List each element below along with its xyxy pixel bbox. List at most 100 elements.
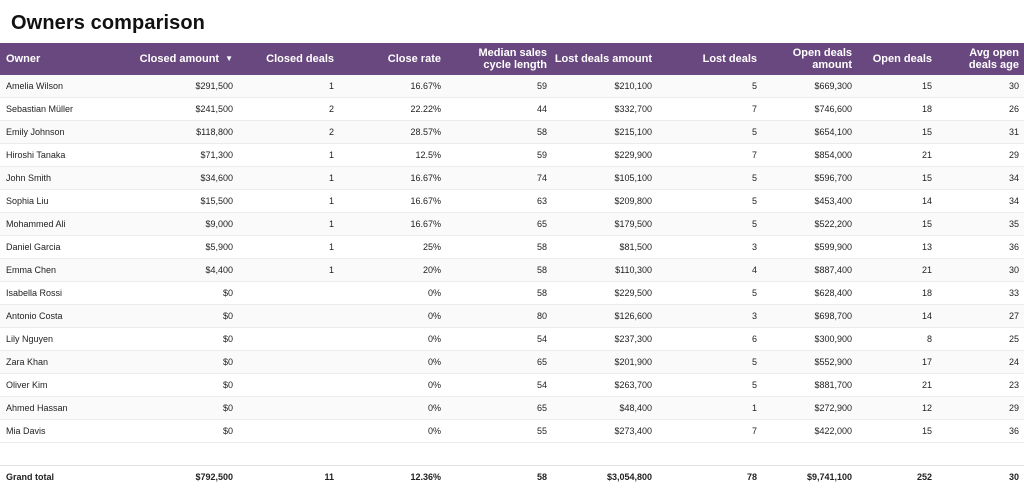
total-cell-closed-deals: 11 bbox=[324, 472, 334, 482]
column-header-label: Avg open deals age bbox=[969, 47, 1019, 71]
cell-open-deals-amount: $300,900 bbox=[814, 334, 852, 344]
cell-closed-deals: 2 bbox=[238, 121, 339, 143]
cell-open-deals-amount: $599,900 bbox=[814, 242, 852, 252]
cell-lost-deals-amount: $273,400 bbox=[614, 426, 652, 436]
column-header-open-deals-amount[interactable]: Open deals amount bbox=[762, 43, 857, 75]
owners-table: Owner Closed amount ▼ Closed deals Close rat… bbox=[0, 43, 1024, 488]
cell-open-deals-amount: $628,400 bbox=[814, 288, 852, 298]
cell-owner: Emma Chen bbox=[0, 259, 138, 281]
cell-close-rate: 0% bbox=[427, 426, 441, 436]
cell-owner: Ahmed Hassan bbox=[0, 397, 138, 419]
cell-closed-amount: $0 bbox=[138, 305, 238, 327]
table-row[interactable]: Emma Chen $4,400 1 20% 58 $110,300 4 $887,400 21… bbox=[0, 259, 1024, 282]
cell-median-sales-cycle-length: 58 bbox=[446, 121, 552, 143]
table-spacer bbox=[0, 443, 1024, 465]
cell-closed-deals bbox=[238, 282, 339, 304]
table-row[interactable]: Daniel Garcia $5,900 1 25% 58 $81,500 3 $599,90… bbox=[0, 236, 1024, 259]
cell-open-deals: 14 bbox=[921, 196, 932, 206]
cell-close-rate: 0% bbox=[339, 351, 446, 373]
cell-closed-amount: $118,800 bbox=[138, 121, 238, 143]
cell-avg-open-deals-age: 30 bbox=[937, 75, 1024, 97]
column-header-avg-open-deals-age[interactable]: Avg open deals age bbox=[937, 43, 1024, 75]
cell-lost-deals: 5 bbox=[751, 380, 757, 390]
table-row[interactable]: Oliver Kim $0 0% 54 $263,700 5 $881,700 21 23 bbox=[0, 374, 1024, 397]
total-cell-close-rate: 12.36% bbox=[410, 472, 441, 482]
table-row[interactable]: Mohammed Ali $9,000 1 16.67% 65 $179,500 5 $522… bbox=[0, 213, 1024, 236]
cell-median-sales-cycle-length: 58 bbox=[536, 288, 547, 298]
cell-open-deals-amount: $881,700 bbox=[814, 380, 852, 390]
cell-open-deals: 21 bbox=[921, 380, 932, 390]
cell-median-sales-cycle-length: 65 bbox=[446, 213, 552, 235]
cell-lost-deals: 7 bbox=[751, 150, 757, 160]
table-row[interactable]: Hiroshi Tanaka $71,300 1 12.5% 59 $229,900 7 $8… bbox=[0, 144, 1024, 167]
cell-open-deals-amount: $453,400 bbox=[814, 196, 852, 206]
cell-median-sales-cycle-length: 54 bbox=[536, 334, 547, 344]
column-header-owner[interactable]: Owner bbox=[0, 43, 138, 75]
cell-owner: Sophia Liu bbox=[6, 196, 49, 206]
table-row[interactable]: Isabella Rossi $0 0% 58 $229,500 5 $628,400 18 3… bbox=[0, 282, 1024, 305]
table-row[interactable]: Amelia Wilson $291,500 1 16.67% 59 $210,100 5 $… bbox=[0, 75, 1024, 98]
column-header-closed-amount[interactable]: Closed amount ▼ bbox=[138, 43, 238, 75]
column-header-open-deals[interactable]: Open deals bbox=[857, 43, 937, 75]
cell-close-rate: 0% bbox=[339, 397, 446, 419]
cell-open-deals: 15 bbox=[857, 121, 937, 143]
cell-closed-amount: $15,500 bbox=[200, 196, 233, 206]
cell-owner: Isabella Rossi bbox=[6, 288, 63, 298]
cell-owner: Daniel Garcia bbox=[6, 242, 61, 252]
cell-closed-amount: $5,900 bbox=[205, 242, 233, 252]
cell-lost-deals: 3 bbox=[751, 242, 757, 252]
table-row[interactable]: Antonio Costa $0 0% 80 $126,600 3 $698,700 14 27 bbox=[0, 305, 1024, 328]
table-row[interactable]: Emily Johnson $118,800 2 28.57% 58 $215,100 5 $… bbox=[0, 121, 1024, 144]
cell-avg-open-deals-age: 23 bbox=[1008, 380, 1019, 390]
column-header-lost-deals[interactable]: Lost deals bbox=[657, 43, 762, 75]
cell-close-rate: 16.67% bbox=[410, 196, 441, 206]
cell-lost-deals: 5 bbox=[657, 213, 762, 235]
cell-lost-deals: 5 bbox=[657, 351, 762, 373]
cell-lost-deals-amount: $48,400 bbox=[552, 397, 657, 419]
column-header-label: Open deals amount bbox=[793, 47, 852, 71]
table-row[interactable]: John Smith $34,600 1 16.67% 74 $105,100 5 $596,… bbox=[0, 167, 1024, 190]
table-row[interactable]: Ahmed Hassan $0 0% 65 $48,400 1 $272,900 12 29 bbox=[0, 397, 1024, 420]
cell-closed-deals: 1 bbox=[238, 259, 339, 281]
cell-closed-deals: 1 bbox=[238, 167, 339, 189]
cell-close-rate: 16.67% bbox=[339, 75, 446, 97]
cell-open-deals-amount: $669,300 bbox=[762, 75, 857, 97]
table-row[interactable]: Lily Nguyen $0 0% 54 $237,300 6 $300,900 8 25 bbox=[0, 328, 1024, 351]
column-header-label-line: amount bbox=[812, 59, 852, 71]
column-header-label: Lost deals amount bbox=[555, 53, 652, 65]
cell-closed-amount: $291,500 bbox=[138, 75, 238, 97]
cell-closed-amount: $9,000 bbox=[138, 213, 238, 235]
table-row[interactable]: Sebastian Müller $241,500 2 22.22% 44 $332,70… bbox=[0, 98, 1024, 121]
table-row[interactable]: Zara Khan $0 0% 65 $201,900 5 $552,900 17 24 bbox=[0, 351, 1024, 374]
sort-descending-icon[interactable]: ▼ bbox=[225, 54, 233, 63]
cell-avg-open-deals-age: 35 bbox=[937, 213, 1024, 235]
table-row[interactable]: Sophia Liu $15,500 1 16.67% 63 $209,800 5 $453,… bbox=[0, 190, 1024, 213]
cell-closed-deals: 2 bbox=[328, 104, 334, 114]
cell-open-deals: 13 bbox=[921, 242, 932, 252]
cell-closed-deals bbox=[238, 420, 339, 442]
cell-avg-open-deals-age: 36 bbox=[1008, 426, 1019, 436]
cell-lost-deals: 5 bbox=[657, 167, 762, 189]
column-header-median-sales-cycle-length[interactable]: Median sales cycle length bbox=[446, 43, 552, 75]
cell-open-deals-amount: $698,700 bbox=[762, 305, 857, 327]
cell-lost-deals-amount: $179,500 bbox=[552, 213, 657, 235]
column-header-label-line: Closed deals bbox=[266, 53, 334, 65]
cell-avg-open-deals-age: 29 bbox=[937, 397, 1024, 419]
column-header-closed-deals[interactable]: Closed deals bbox=[238, 43, 339, 75]
cell-closed-amount: $0 bbox=[138, 397, 238, 419]
column-header-label: Lost deals bbox=[703, 53, 757, 65]
cell-median-sales-cycle-length: 63 bbox=[536, 196, 547, 206]
cell-median-sales-cycle-length: 59 bbox=[536, 150, 547, 160]
column-header-lost-deals-amount[interactable]: Lost deals amount bbox=[552, 43, 657, 75]
column-header-label-line: Avg open bbox=[969, 47, 1019, 59]
cell-lost-deals-amount: $215,100 bbox=[552, 121, 657, 143]
cell-open-deals: 15 bbox=[857, 75, 937, 97]
cell-lost-deals-amount: $229,900 bbox=[614, 150, 652, 160]
column-header-label-line: Open deals bbox=[792, 47, 852, 59]
column-header-label-line: Closed amount bbox=[139, 53, 220, 65]
total-cell-open-deals-amount: $9,741,100 bbox=[806, 472, 852, 482]
column-header-close-rate[interactable]: Close rate bbox=[339, 43, 446, 75]
table-row[interactable]: Mia Davis $0 0% 55 $273,400 7 $422,000 15 36 bbox=[0, 420, 1024, 443]
cell-lost-deals-amount: $105,100 bbox=[552, 167, 657, 189]
cell-close-rate: 28.57% bbox=[339, 121, 446, 143]
